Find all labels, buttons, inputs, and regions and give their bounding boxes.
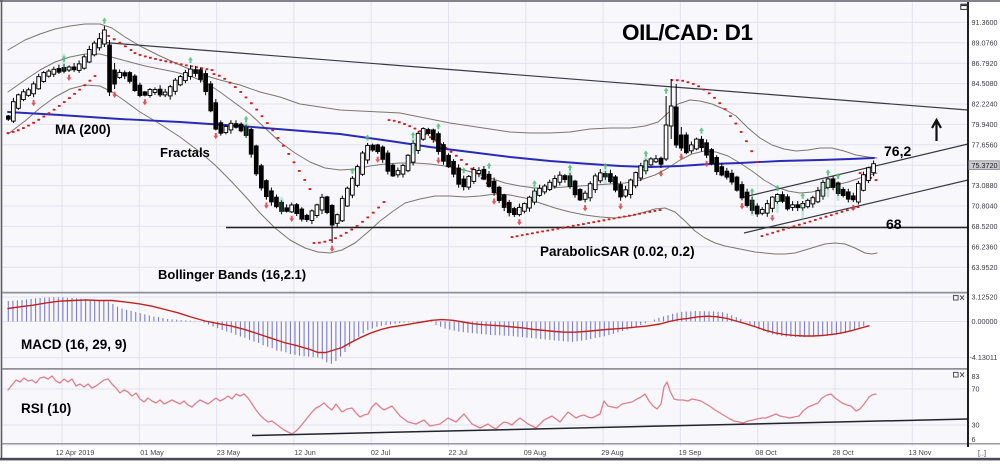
svg-text:86.7920: 86.7920 [972, 59, 998, 68]
svg-text:30: 30 [972, 421, 980, 430]
svg-text:68.5200: 68.5200 [972, 222, 998, 231]
svg-text:3.12520: 3.12520 [972, 293, 998, 302]
svg-text:6: 6 [972, 435, 976, 444]
svg-text:01 May: 01 May [140, 448, 164, 457]
svg-text:75.3720: 75.3720 [972, 161, 998, 170]
svg-text:77.6560: 77.6560 [972, 140, 998, 149]
svg-text:28 Oct: 28 Oct [832, 448, 853, 457]
svg-text:19 Sep: 19 Sep [679, 448, 702, 457]
svg-text:MA (200): MA (200) [55, 122, 111, 137]
svg-text:29 Aug: 29 Aug [601, 448, 623, 457]
svg-text:ParabolicSAR (0.02, 0.2): ParabolicSAR (0.02, 0.2) [540, 244, 695, 259]
svg-text:22 Jul: 22 Jul [448, 448, 468, 457]
svg-text:89.0760: 89.0760 [972, 38, 998, 47]
svg-text:OIL/CAD: D1: OIL/CAD: D1 [622, 20, 753, 45]
svg-text:70: 70 [972, 385, 980, 394]
svg-text:MACD (16, 29, 9): MACD (16, 29, 9) [21, 337, 127, 352]
svg-text:RSI (10): RSI (10) [21, 401, 71, 416]
svg-text:84.5080: 84.5080 [972, 79, 998, 88]
svg-text:23 May: 23 May [217, 448, 241, 457]
svg-text:[..]: [..] [978, 449, 986, 458]
svg-text:09 Aug: 09 Aug [524, 448, 546, 457]
svg-text:82.2240: 82.2240 [972, 100, 998, 109]
svg-text:73.0880: 73.0880 [972, 181, 998, 190]
svg-text:66.2360: 66.2360 [972, 242, 998, 251]
svg-text:70.8040: 70.8040 [972, 202, 998, 211]
svg-text:08 Oct: 08 Oct [755, 448, 776, 457]
svg-text:-4.13011: -4.13011 [970, 353, 998, 362]
svg-text:63.9520: 63.9520 [972, 263, 998, 272]
svg-text:76,2: 76,2 [884, 143, 911, 159]
svg-text:0.00000: 0.00000 [972, 317, 998, 326]
svg-text:12 Jun: 12 Jun [294, 448, 316, 457]
svg-text:83: 83 [972, 372, 980, 381]
svg-text:13 Nov: 13 Nov [909, 448, 932, 457]
svg-text:12 Apr 2019: 12 Apr 2019 [56, 448, 95, 457]
svg-text:68: 68 [886, 216, 902, 232]
svg-text:Fractals: Fractals [160, 145, 210, 160]
svg-text:79.9400: 79.9400 [972, 120, 998, 129]
svg-text:91.3600: 91.3600 [972, 18, 998, 27]
svg-text:02 Jul: 02 Jul [371, 448, 391, 457]
svg-text:Bollinger Bands (16,2.1): Bollinger Bands (16,2.1) [158, 267, 306, 282]
